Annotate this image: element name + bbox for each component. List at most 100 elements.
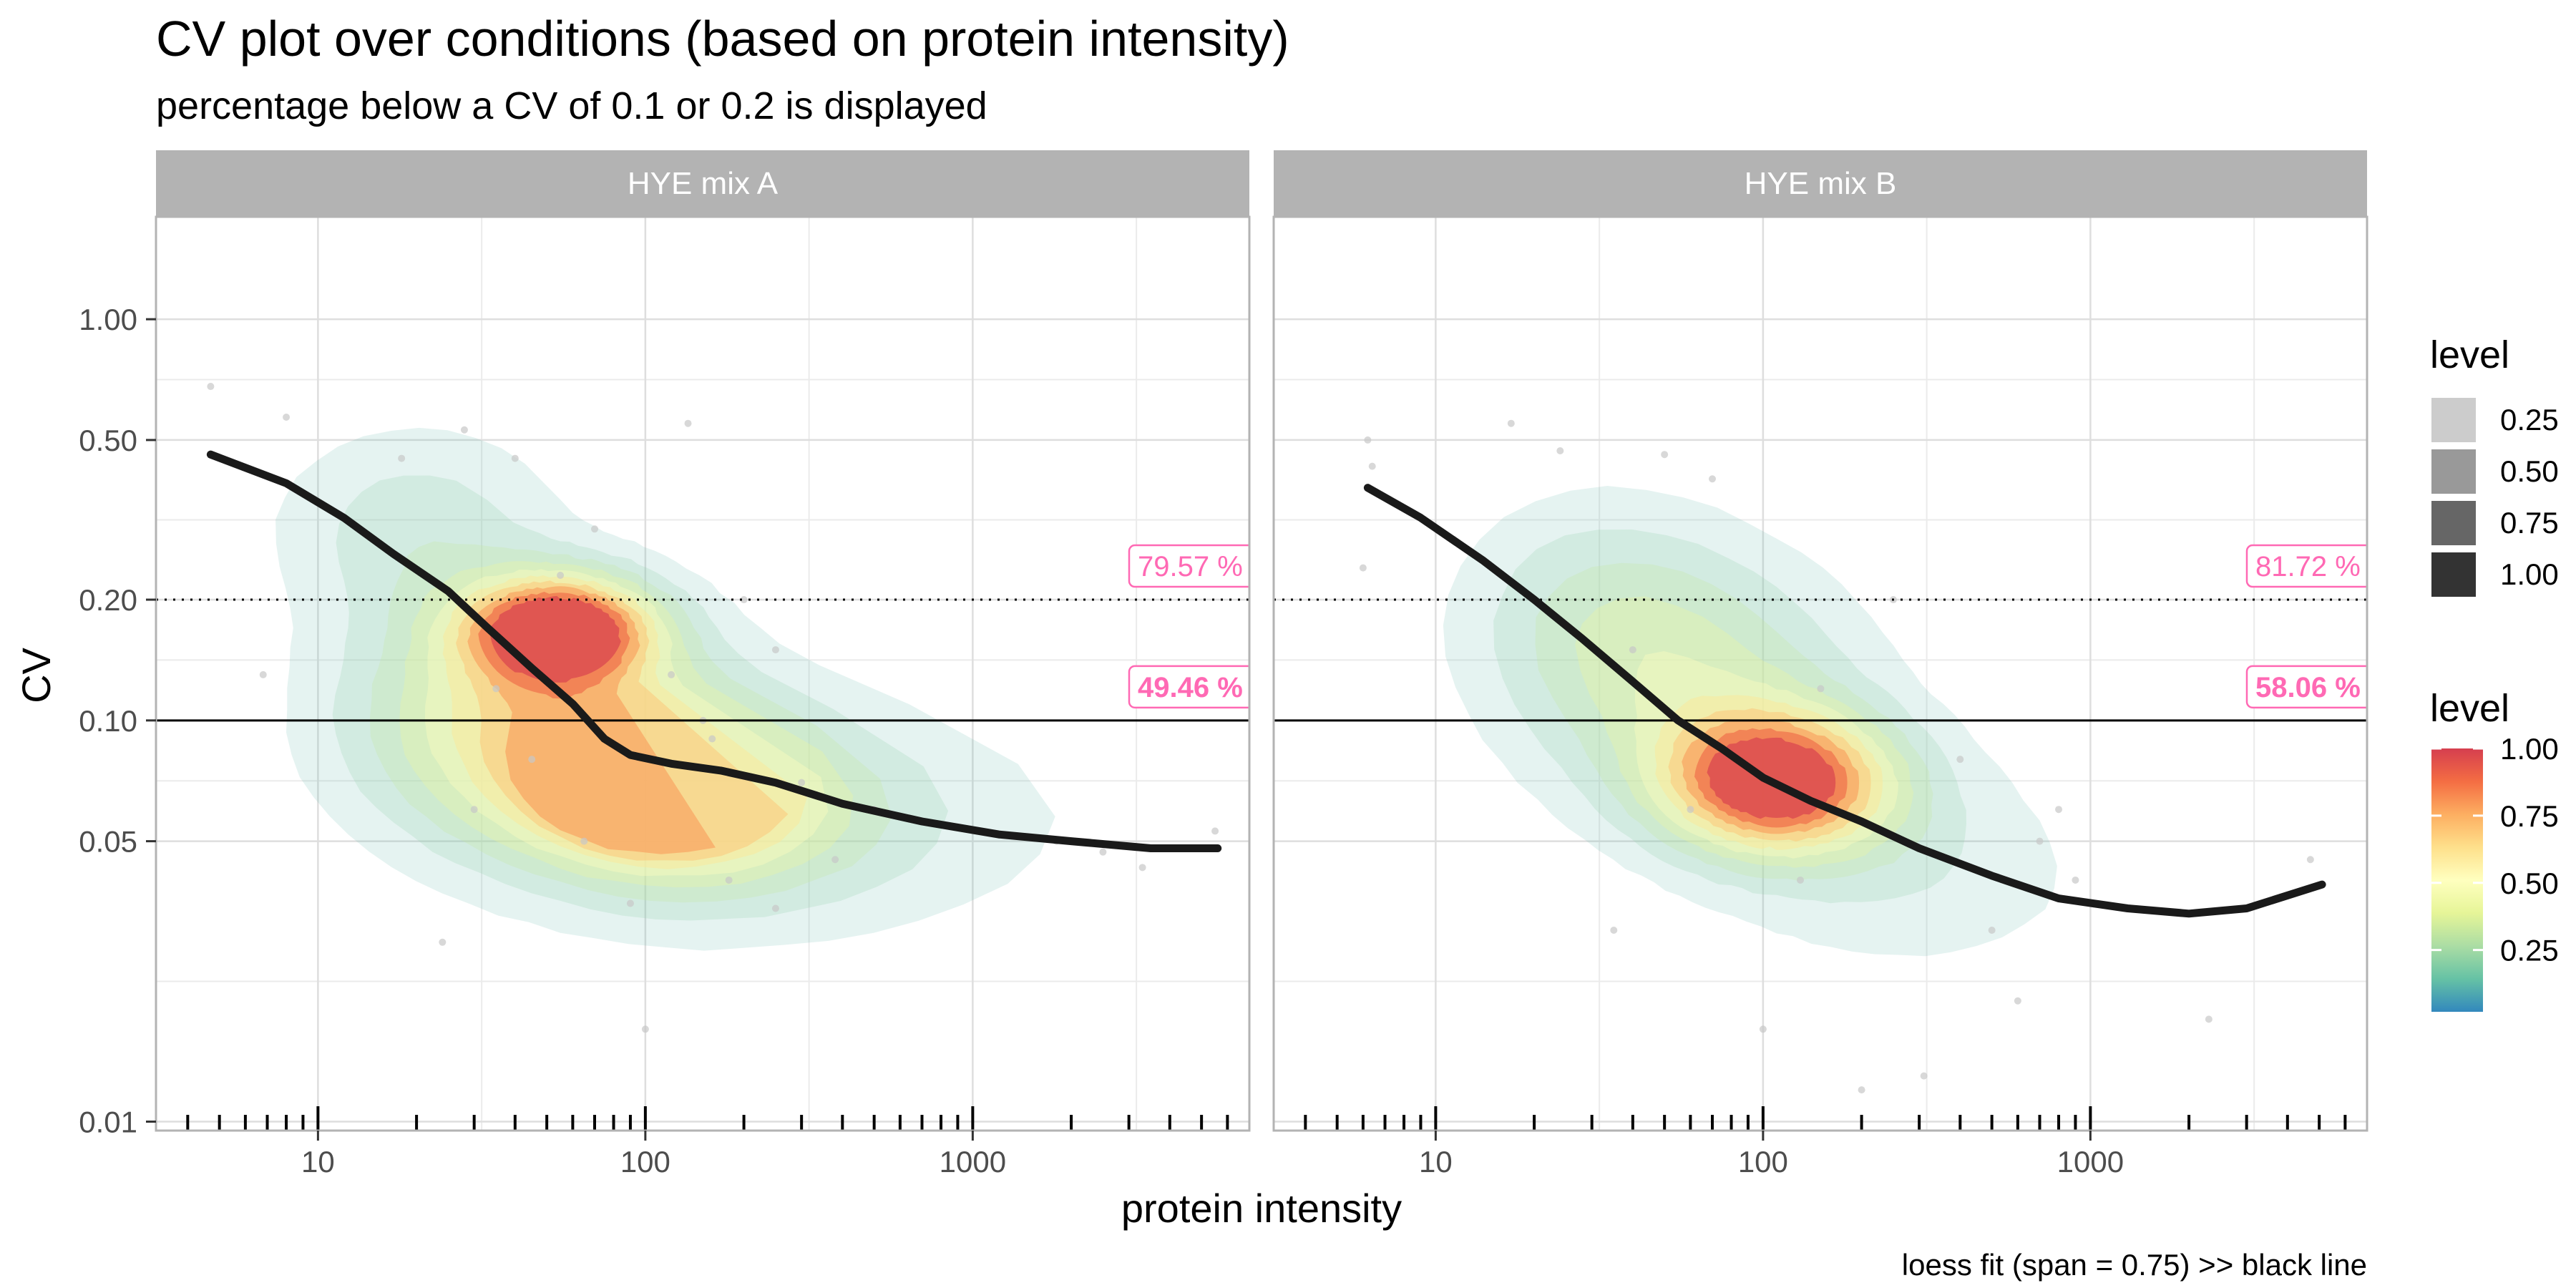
y-axis-tick-label: 0.10 xyxy=(79,704,137,738)
data-point xyxy=(2036,837,2044,845)
data-point xyxy=(708,735,716,743)
facet-strip-a xyxy=(156,150,1249,217)
data-point xyxy=(492,685,500,693)
data-point xyxy=(1759,1025,1767,1033)
panel-border xyxy=(155,215,1251,1132)
facet-panel-a: HYE mix A 79.57 % 49.46 % xyxy=(155,150,1251,1132)
loess-fit-line xyxy=(1363,484,2326,918)
y-axis-tick-label: 0.20 xyxy=(79,583,137,617)
legend-alpha-key xyxy=(2431,398,2476,442)
legend-fill-title: level xyxy=(2430,687,2509,730)
data-point xyxy=(591,525,599,533)
legend-fill: level 0.25 0.50 0.75 1.00 xyxy=(2430,687,2559,1012)
x-axis-tick-label: 1000 xyxy=(2057,1145,2124,1179)
data-point xyxy=(1211,827,1219,835)
loess-fit-line xyxy=(206,450,1222,852)
legend-alpha-key xyxy=(2431,449,2476,494)
data-point xyxy=(528,756,536,763)
data-point xyxy=(557,572,565,580)
panel-background xyxy=(1274,217,2367,1131)
data-point xyxy=(259,670,267,678)
legend-alpha-label: 0.50 xyxy=(2500,454,2559,488)
data-point xyxy=(1629,646,1636,654)
pct-label-box xyxy=(2245,665,2367,709)
pct-below-0-2-label: 79.57 % xyxy=(1128,544,1249,588)
pct-below-0-1-label: 49.46 % xyxy=(1128,665,1249,709)
legend-colorbar xyxy=(2431,748,2483,1012)
plot-area-a: 79.57 % 49.46 % xyxy=(155,215,1251,1132)
data-point xyxy=(668,670,675,678)
x-axis-tick-label: 1000 xyxy=(940,1145,1006,1179)
data-point xyxy=(1359,564,1367,572)
pct-label-text: 49.46 % xyxy=(1138,672,1243,703)
x-axis-tick-label: 10 xyxy=(1419,1145,1453,1179)
y-axis: 0.01 0.05 0.10 0.20 0.50 1.00 xyxy=(79,303,156,1139)
data-point xyxy=(725,876,733,884)
legend-alpha-key xyxy=(2431,552,2476,597)
data-point xyxy=(771,646,779,654)
data-point xyxy=(1709,475,1717,483)
data-point xyxy=(684,419,692,427)
data-point xyxy=(1507,419,1515,427)
panel-border xyxy=(1272,215,2368,1132)
data-point xyxy=(1368,462,1376,470)
y-axis-title: CV xyxy=(14,647,59,703)
x-axis-tick-label: 100 xyxy=(620,1145,670,1179)
data-point xyxy=(1661,451,1669,459)
legend-alpha-label: 0.75 xyxy=(2500,506,2559,540)
data-point xyxy=(283,414,291,421)
data-point xyxy=(1956,756,1964,763)
data-point xyxy=(1364,436,1372,444)
density-contour-level-2 xyxy=(1493,530,1966,904)
data-point xyxy=(207,383,215,391)
data-point xyxy=(2055,806,2063,814)
density-contour-level-2 xyxy=(332,475,949,921)
pct-label-text: 81.72 % xyxy=(2255,551,2361,582)
data-point xyxy=(798,779,806,786)
density-contours xyxy=(207,383,1219,1033)
legend-colorbar-label: 0.75 xyxy=(2500,799,2559,833)
data-point xyxy=(1099,848,1107,856)
legend-alpha: level 0.25 0.50 0.75 1.00 xyxy=(2430,333,2559,597)
legend-alpha-title: level xyxy=(2430,333,2509,376)
data-point xyxy=(511,454,519,462)
data-point xyxy=(1988,926,1996,934)
pct-below-0-1-label: 58.06 % xyxy=(2245,665,2367,709)
data-point xyxy=(2306,856,2314,864)
pct-label-text: 79.57 % xyxy=(1138,551,1243,582)
facet-strip-b xyxy=(1274,150,2367,217)
legend-colorbar-label: 0.25 xyxy=(2500,934,2559,967)
data-point xyxy=(1556,447,1564,454)
data-point xyxy=(2014,997,2021,1005)
data-point xyxy=(439,938,447,946)
y-axis-tick-label: 1.00 xyxy=(79,303,137,336)
data-point xyxy=(2205,1015,2212,1023)
data-point xyxy=(740,596,748,604)
pct-below-0-2-label: 81.72 % xyxy=(2245,544,2367,588)
y-axis-tick-label: 0.01 xyxy=(79,1106,137,1139)
data-point xyxy=(1610,926,1618,934)
data-point xyxy=(1687,806,1694,814)
x-axis: 10 100 1000 10 100 1000 xyxy=(301,1131,2124,1179)
data-point xyxy=(1858,1086,1865,1094)
pct-label-box xyxy=(1128,665,1249,709)
chart-title: CV plot over conditions (based on protei… xyxy=(156,11,1289,67)
legend-colorbar-label: 1.00 xyxy=(2500,732,2559,766)
pct-label-box xyxy=(2245,544,2367,588)
chart-caption: loess fit (span = 0.75) >> black line xyxy=(1902,1248,2367,1282)
x-axis-tick-label: 10 xyxy=(301,1145,335,1179)
plot-area-b: 81.72 % 58.06 % xyxy=(1272,215,2368,1132)
data-point xyxy=(2072,876,2079,884)
pct-label-text: 58.06 % xyxy=(2255,672,2361,703)
legend-alpha-label: 0.25 xyxy=(2500,403,2559,436)
legend-alpha-label: 1.00 xyxy=(2500,557,2559,591)
data-point xyxy=(1817,685,1825,693)
data-point xyxy=(460,426,468,434)
facet-panel-b: HYE mix B 81.72 % 58.06 % xyxy=(1272,150,2368,1132)
data-point xyxy=(1920,1072,1928,1080)
chart-subtitle: percentage below a CV of 0.1 or 0.2 is d… xyxy=(156,84,987,127)
data-point xyxy=(1797,876,1805,884)
data-point xyxy=(580,837,588,845)
panel-background xyxy=(156,217,1249,1131)
